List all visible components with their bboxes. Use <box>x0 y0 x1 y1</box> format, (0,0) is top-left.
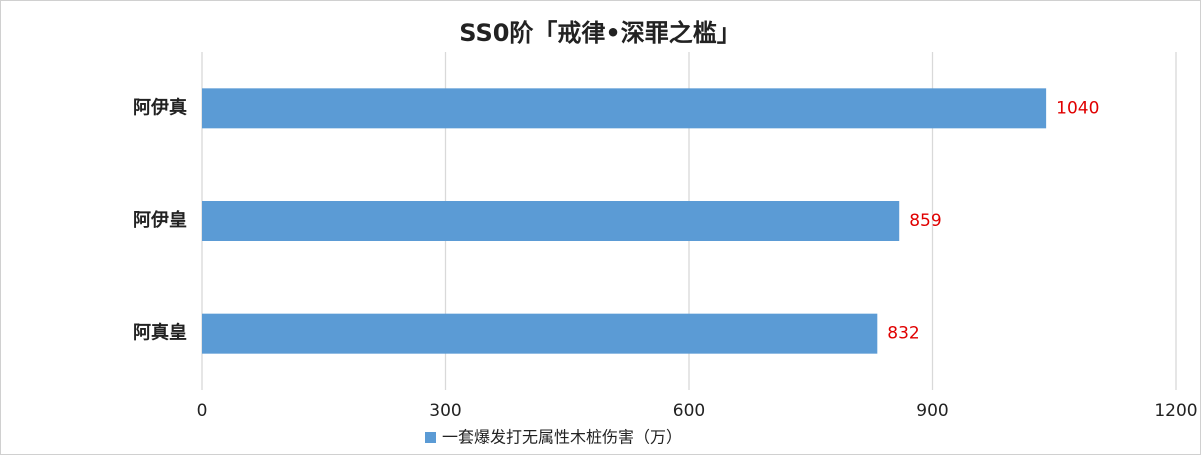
bar <box>202 88 1047 129</box>
legend-swatch <box>425 432 436 443</box>
x-tick-label: 900 <box>916 401 948 421</box>
bar <box>202 313 878 354</box>
x-tick-label: 1200 <box>1154 401 1197 421</box>
x-tick-label: 0 <box>197 401 208 421</box>
data-label: 859 <box>909 211 941 231</box>
y-tick-label: 阿伊真 <box>133 96 187 118</box>
data-label: 832 <box>887 324 919 344</box>
bar <box>202 201 900 241</box>
y-tick-label: 阿真皇 <box>133 322 187 344</box>
x-tick-label: 600 <box>673 401 705 421</box>
legend-label: 一套爆发打无属性木桩伤害（万） <box>442 428 682 447</box>
data-label: 1040 <box>1056 98 1099 118</box>
chart-title: SS0阶「戒律•深罪之槛」 <box>459 19 741 47</box>
y-tick-label: 阿伊皇 <box>133 209 187 231</box>
x-tick-label: 300 <box>429 401 461 421</box>
